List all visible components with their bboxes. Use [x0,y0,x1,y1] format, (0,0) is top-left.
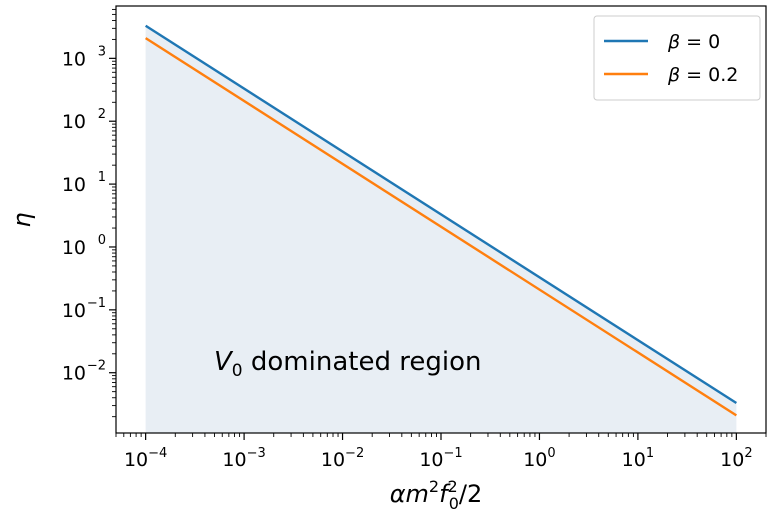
legend-label-0: β = 0 [667,31,720,53]
y-tick-label-5: 10 3 [62,44,106,70]
x-tick-label-2: 10−2 [321,446,364,471]
legend: β = 0 β = 0.2 [593,15,761,101]
x-tick-label-6: 102 [720,446,752,471]
x-axis: 10−4 10−3 10−2 10−1 100 101 102 [115,433,767,471]
annotation-text: V0 dominated region [214,347,481,381]
x-tick-label-1: 10−3 [222,446,265,471]
x-axis-label: αm2f2 0/2 [390,477,483,512]
series-line-1 [144,37,738,417]
fill-area [145,25,737,434]
series-lines [144,24,738,417]
x-tick-label-5: 101 [622,446,654,471]
y-tick-label-0: 10−2 [62,359,106,385]
y-tick-label-3: 10 1 [62,170,106,196]
annotation-rest: dominated region [243,347,482,377]
y-tick-label-2: 10 0 [62,233,106,259]
y-axis-label: η [8,212,36,227]
x-tick-label-4: 100 [523,446,555,471]
dominated-region-fill [145,25,737,434]
annotation-sub: 0 [232,361,243,381]
y-tick-label-4: 10 2 [62,107,106,133]
legend-label-1: β = 0.2 [667,64,738,86]
x-tick-label-3: 10−1 [419,446,462,471]
y-tick-label-1: 10−1 [62,296,106,322]
series-line-0 [144,24,738,405]
x-tick-label-0: 10−4 [124,446,167,471]
annotation-v: V [214,347,234,377]
legend-box [593,15,761,101]
